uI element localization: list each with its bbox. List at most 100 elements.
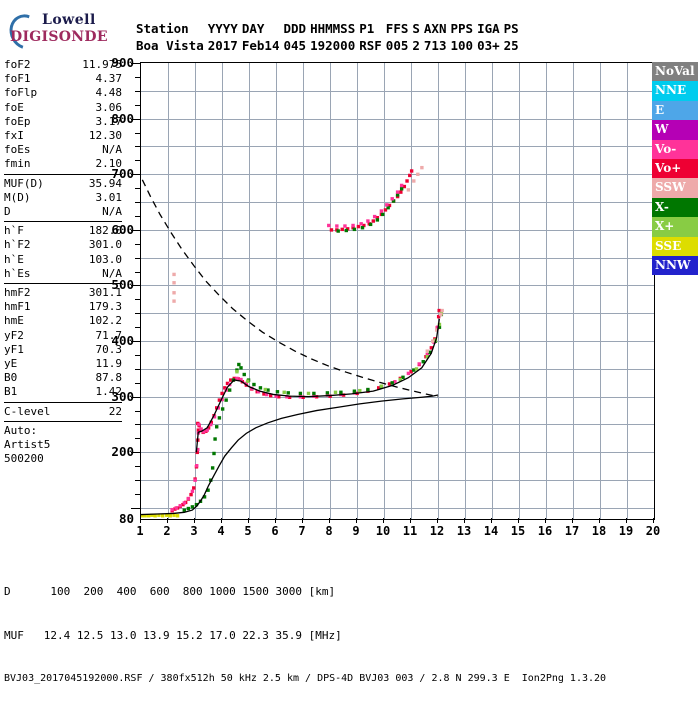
param-row-fof2: foF2 11.975 xyxy=(4,58,122,72)
param-row-h-f: h`F 182.0 xyxy=(4,224,122,238)
legend-item-vo-[interactable]: Vo+ xyxy=(652,158,698,179)
gridline-v-11 xyxy=(411,63,412,519)
param-row-b0: B0 87.8 xyxy=(4,371,122,385)
x-axis-label-10: 10 xyxy=(375,524,391,538)
param-key: D xyxy=(4,205,11,219)
param-key: hmF1 xyxy=(4,300,31,314)
station-header: Station YYYY DAY DDD HHMMSS P1 FFS S AXN PPS IGA PS… xyxy=(136,20,523,54)
gridline-v-16 xyxy=(546,63,547,519)
series-ssw-faint-echoes xyxy=(172,165,444,353)
gridline-h-500 xyxy=(141,285,654,287)
y-axis-label-500: 500 xyxy=(111,277,134,293)
param-row-hmf1: hmF1 179.3 xyxy=(4,300,122,314)
legend-item-e[interactable]: E xyxy=(652,100,698,121)
legend-item-nne[interactable]: NNE xyxy=(652,81,698,101)
legend-item-x-[interactable]: X- xyxy=(652,197,698,218)
gridline-h-450 xyxy=(141,313,654,315)
station-col-value-axn: 713 xyxy=(423,38,447,53)
param-value: 71.7 xyxy=(95,328,123,342)
y-axis-label-300: 300 xyxy=(111,388,134,404)
param-value: 3.17 xyxy=(95,114,123,128)
station-col-label-yyyy: YYYY xyxy=(207,21,238,36)
param-key: M(D) xyxy=(4,190,31,204)
param-key: foEs xyxy=(4,143,31,157)
param-key: h`Es xyxy=(4,266,31,280)
station-col-label-day: DAY xyxy=(241,21,265,36)
param-divider-4 xyxy=(4,401,122,403)
station-col-label-ps: PS xyxy=(503,21,519,36)
footer-muf-row: MUF 12.4 12.5 13.0 13.9 15.2 17.0 22.3 3… xyxy=(4,628,342,642)
legend-item-sse[interactable]: SSE xyxy=(652,236,698,256)
gridline-h-150 xyxy=(141,480,654,482)
x-axis-labels: 1 2 3 4 5 6 7 8 9 10 11 12 13 14 15 16 17 18 19 20 xyxy=(136,524,660,542)
legend-item-x-[interactable]: X+ xyxy=(652,217,698,237)
param-row-fof1: foF1 4.37 xyxy=(4,72,122,86)
logo-lowell-text: Lowell xyxy=(42,12,96,28)
series-second-hop-x-mode-echoes xyxy=(336,187,404,233)
param-row-muf-d-: MUF(D) 35.94 xyxy=(4,177,122,191)
plot-grid xyxy=(141,63,654,519)
gridline-v-2 xyxy=(168,63,169,519)
ionogram-parameter-table: foF2 11.975 foF1 4.37 foFlp 4.48 foE 3.06 foEp 3.… xyxy=(4,58,122,466)
x-axis-label-4: 4 xyxy=(217,524,225,538)
station-col-label-station: Station xyxy=(136,21,189,36)
series-x-green-light-echoes xyxy=(235,311,444,396)
station-col-value-s: 2 xyxy=(412,38,420,53)
param-key: foE xyxy=(4,100,24,114)
station-col-label-p1: P1 xyxy=(359,21,375,36)
station-header-labels: Station YYYY DAY DDD HHMMSS P1 FFS S AXN PPS IGA PS xyxy=(136,20,523,37)
station-col-value-ps: 25 xyxy=(503,38,519,53)
lowell-digisonde-logo: Lowell DIGISONDE xyxy=(3,8,128,56)
param-key: foF1 xyxy=(4,72,31,86)
param-value: 179.3 xyxy=(88,300,122,314)
series-x-x-mode-extraordinary-trace- xyxy=(182,312,444,512)
param-key: h`F xyxy=(4,224,24,238)
gridline-h-400 xyxy=(141,341,654,343)
x-axis-label-18: 18 xyxy=(591,524,607,538)
param-row-yf2: yF2 71.7 xyxy=(4,329,122,343)
station-col-label-iga: IGA xyxy=(477,21,500,36)
x-axis-label-19: 19 xyxy=(618,524,634,538)
x-axis-label-6: 6 xyxy=(271,524,279,538)
param-value: 12.30 xyxy=(88,129,122,143)
legend-item-nnw[interactable]: NNW xyxy=(652,255,698,276)
param-row-ye: yE 11.9 xyxy=(4,357,122,371)
param-key: C-level xyxy=(4,404,51,418)
x-axis-label-13: 13 xyxy=(456,524,472,538)
gridline-h-250 xyxy=(141,424,654,426)
param-value: 301.0 xyxy=(88,238,122,252)
param-key: yE xyxy=(4,357,18,371)
gridline-v-5 xyxy=(249,63,250,519)
gridline-h-800 xyxy=(141,118,654,120)
station-col-label-pps: PPS xyxy=(450,21,474,36)
legend-item-vo-[interactable]: Vo- xyxy=(652,139,698,159)
param-auto-line-2: 500200 xyxy=(4,452,44,466)
legend-item-noval[interactable]: NoVal xyxy=(652,62,698,82)
y-axis-label-800: 800 xyxy=(111,110,134,126)
param-key: h`F2 xyxy=(4,238,31,252)
gridline-h-600 xyxy=(141,229,654,231)
param-divider-5 xyxy=(4,420,122,422)
gridline-v-18 xyxy=(600,63,601,519)
series-muf-d-curve-black-dashed- xyxy=(141,179,439,398)
param-key: foEp xyxy=(4,114,31,128)
x-axis-label-1: 1 xyxy=(136,524,144,538)
param-key: fxI xyxy=(4,129,24,143)
gridline-h-200 xyxy=(141,452,654,454)
gridline-v-12 xyxy=(438,63,439,519)
param-value: 4.37 xyxy=(95,72,123,86)
legend-item-w[interactable]: W xyxy=(652,120,698,140)
ionogram-plot[interactable] xyxy=(140,62,655,520)
polarization-legend[interactable]: NoVal NNE E W Vo- Vo+ SSW X- X+ SSE NNW xyxy=(652,62,698,276)
gridline-v-15 xyxy=(519,63,520,519)
param-value: N/A xyxy=(102,266,122,280)
y-axis-label-700: 700 xyxy=(111,166,134,182)
series-vo-o-mode-opposite-vertical-drift- xyxy=(170,325,440,512)
y-axis-label-400: 400 xyxy=(111,333,134,349)
param-value: 2.10 xyxy=(95,157,123,171)
gridline-v-17 xyxy=(573,63,574,519)
y-axis-label-600: 600 xyxy=(111,221,134,237)
station-col-label-hhmmss: HHMMSS xyxy=(310,21,356,36)
param-divider-2 xyxy=(4,221,122,223)
legend-item-ssw[interactable]: SSW xyxy=(652,178,698,198)
